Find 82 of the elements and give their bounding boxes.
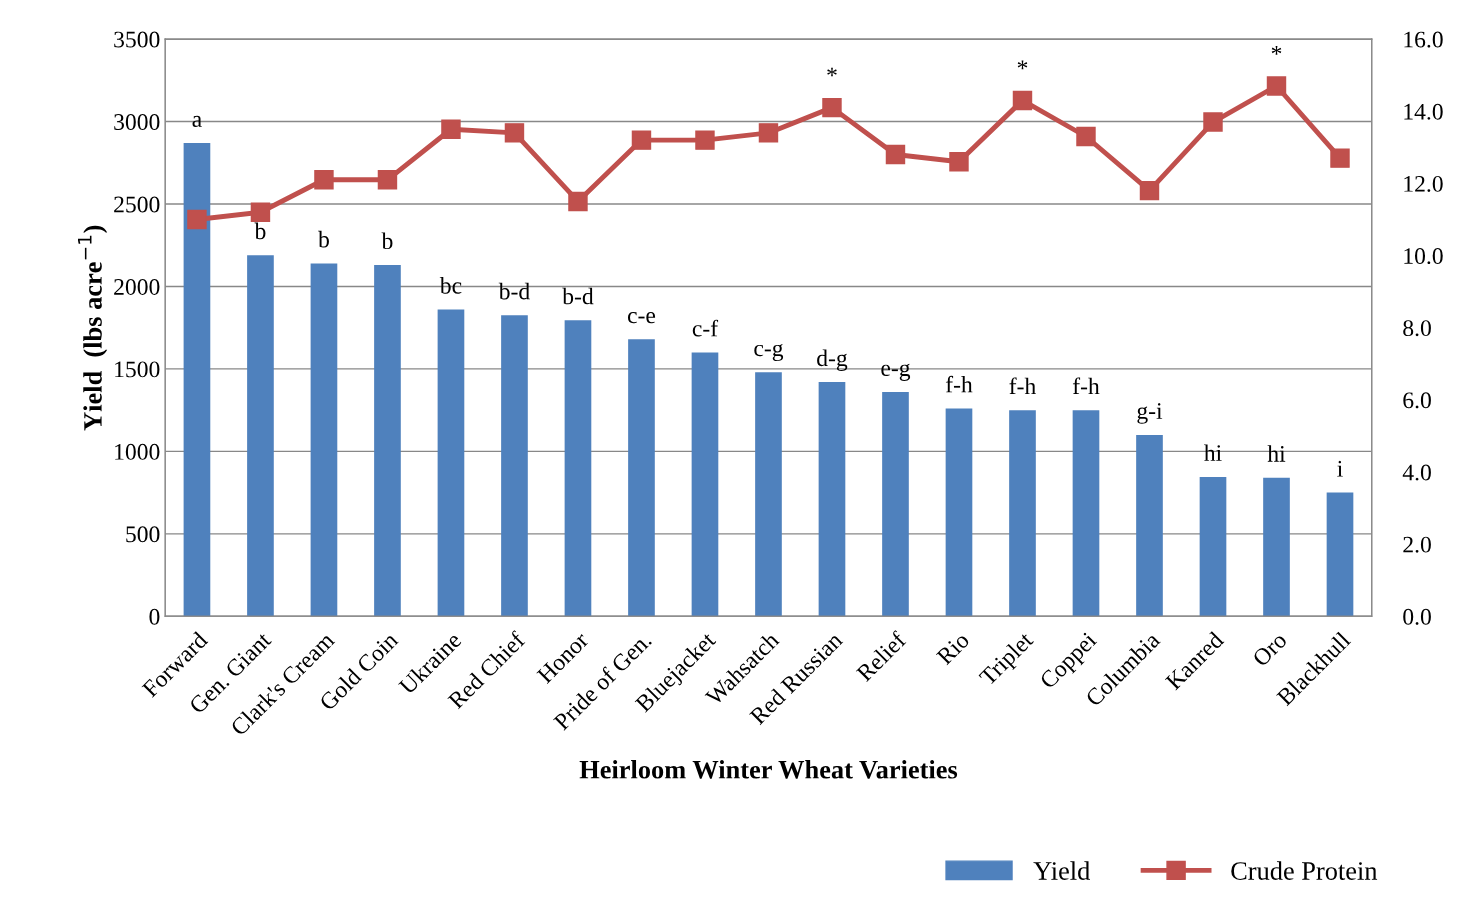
bar [374,265,401,617]
x-axis-title: Heirloom Winter Wheat Varieties [579,760,958,779]
point [1266,76,1287,96]
bar [564,320,592,617]
bar [1009,410,1036,617]
y2-tick-label: 14.0 [1404,103,1443,120]
y2-tick-label: 16.0 [1404,31,1443,48]
point [695,130,715,150]
point [314,170,334,190]
point [187,209,207,230]
data-label: c-g [754,343,784,362]
y2-tick-label: 8.0 [1403,320,1431,337]
y-axis-title: Yield (lbs acre$^{−1}$) [78,225,108,431]
bar [755,372,782,617]
data-label: i [1337,460,1343,477]
point [568,191,588,212]
data-label: f-h [1009,377,1036,395]
y2-tick-label: 12.0 [1404,175,1443,192]
point [758,123,779,143]
data-label: d-g [817,349,848,372]
bar [1136,434,1163,617]
y-tick-label: 3500 [114,31,160,48]
point [1330,148,1350,168]
bar [1072,410,1100,617]
point [441,119,461,139]
point [949,152,969,172]
legend-label: Yield [1033,861,1090,880]
data-label: e-g [881,363,911,381]
bar [437,309,465,617]
x-tick-label: Rio [935,631,971,666]
bar [501,315,528,617]
y2-tick-label: 0.0 [1403,608,1431,625]
bar [310,263,338,617]
y-tick-label: 1500 [115,361,160,378]
bar [247,255,274,617]
bar [1263,477,1290,617]
point [504,123,525,143]
y-tick-label: 2500 [114,196,160,213]
point [377,170,398,190]
bar [818,382,846,617]
point [1139,180,1160,201]
data-label: hi [1204,444,1222,461]
data-label: bc [439,277,462,294]
data-label: hi [1267,445,1286,462]
point [885,144,906,165]
data-label: b-d [498,282,530,300]
data-label: c-f [692,319,719,337]
point [1012,90,1033,111]
data-label: b [254,222,266,240]
data-label: f-h [945,375,973,393]
y2-tick-label: 6.0 [1403,392,1431,409]
bar [628,339,655,617]
data-label: c-e [627,311,656,324]
y-tick-label: 3000 [114,114,160,130]
point [1076,126,1096,147]
data-label: g-i [1137,403,1163,424]
data-label: * [1017,60,1028,70]
data-label: * [827,67,837,77]
bar [945,408,973,617]
bar [1199,476,1227,617]
data-label: * [1271,46,1282,55]
point [1203,112,1223,132]
data-label: b-d [562,287,594,305]
data-label: f-h [1072,377,1100,395]
data-label: b [318,230,329,248]
y-tick-label: 1000 [115,443,160,460]
point [631,130,652,150]
bar [691,352,719,617]
bar [882,392,909,617]
y2-tick-label: 2.0 [1403,536,1431,553]
y2-tick-label: 10.0 [1404,248,1443,265]
point [822,97,842,118]
point [250,202,271,222]
y2-tick-label: 4.0 [1402,464,1431,481]
data-label: b [381,232,393,250]
y-tick-label: 500 [126,526,160,543]
legend-label: Crude Protein [1231,861,1378,880]
bar [1326,492,1354,617]
data-label: a [192,115,202,128]
y-tick-label: 0 [149,608,160,625]
y-tick-label: 2000 [114,278,160,295]
bar [183,142,211,617]
